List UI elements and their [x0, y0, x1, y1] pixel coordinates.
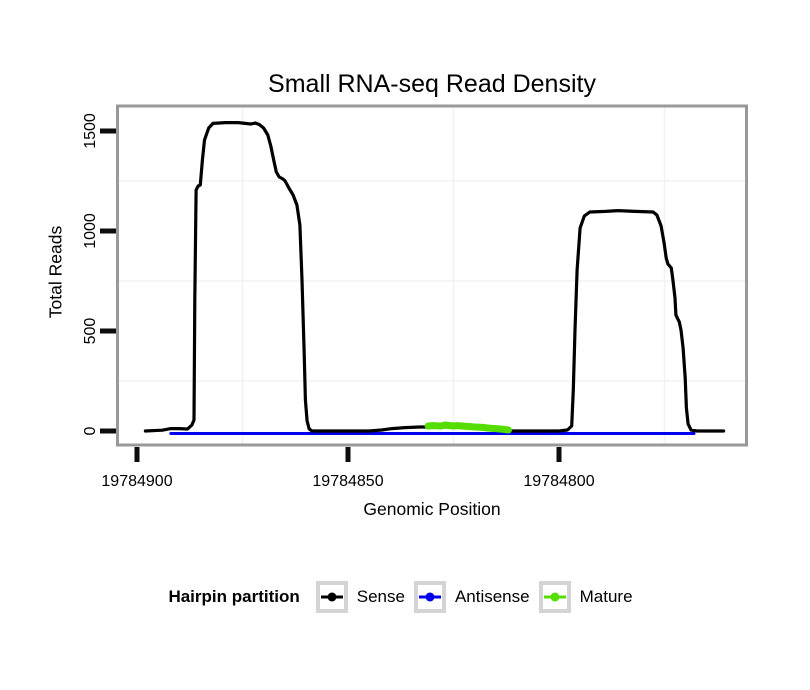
antisense-key-dot	[425, 592, 435, 602]
x-tick	[345, 447, 351, 462]
legend-item-antisense: Antisense	[413, 581, 530, 613]
mature-point	[505, 426, 512, 434]
legend-key-mature	[538, 581, 571, 613]
x-tick-label: 19784900	[101, 473, 172, 490]
y-tick-label: 1500	[82, 113, 99, 149]
mature-point	[483, 424, 491, 432]
sense-key-dot	[327, 592, 337, 602]
y-tick-label: 0	[82, 426, 99, 435]
legend: Hairpin partition Sense Antisense	[0, 580, 810, 614]
x-tick	[556, 447, 562, 462]
x-tick	[134, 447, 140, 462]
y-tick	[100, 228, 116, 234]
y-tick	[100, 128, 116, 134]
y-axis-title: Total Reads	[45, 225, 66, 319]
legend-title: Hairpin partition	[168, 587, 300, 606]
y-tick	[100, 428, 116, 434]
mature-point	[471, 423, 478, 431]
x-tick-label: 19784850	[312, 473, 383, 490]
x-axis-title: Genomic Position	[363, 499, 501, 519]
panel-border	[116, 104, 748, 447]
legend-label-sense: Sense	[356, 587, 405, 606]
sense-key-icon	[320, 592, 343, 602]
mature-point	[429, 422, 436, 429]
legend-key-sense	[315, 581, 348, 613]
chart-title: Small RNA-seq Read Density	[268, 70, 596, 98]
mature-key-dot	[550, 592, 560, 602]
y-tick-label: 1000	[82, 213, 99, 249]
antisense-key-icon	[418, 592, 441, 602]
legend-label-antisense: Antisense	[454, 587, 530, 606]
legend-label-mature: Mature	[579, 587, 633, 606]
legend-item-mature: Mature	[538, 581, 633, 613]
y-tick-label: 500	[82, 318, 99, 345]
mature-key-icon	[543, 592, 566, 602]
y-tick	[100, 328, 116, 334]
legend-key-antisense	[413, 581, 446, 613]
x-tick-label: 19784800	[523, 473, 594, 490]
sense-line	[143, 121, 726, 433]
mature-point	[441, 421, 449, 429]
legend-item-sense: Sense	[315, 581, 405, 613]
mature-point	[458, 422, 466, 430]
